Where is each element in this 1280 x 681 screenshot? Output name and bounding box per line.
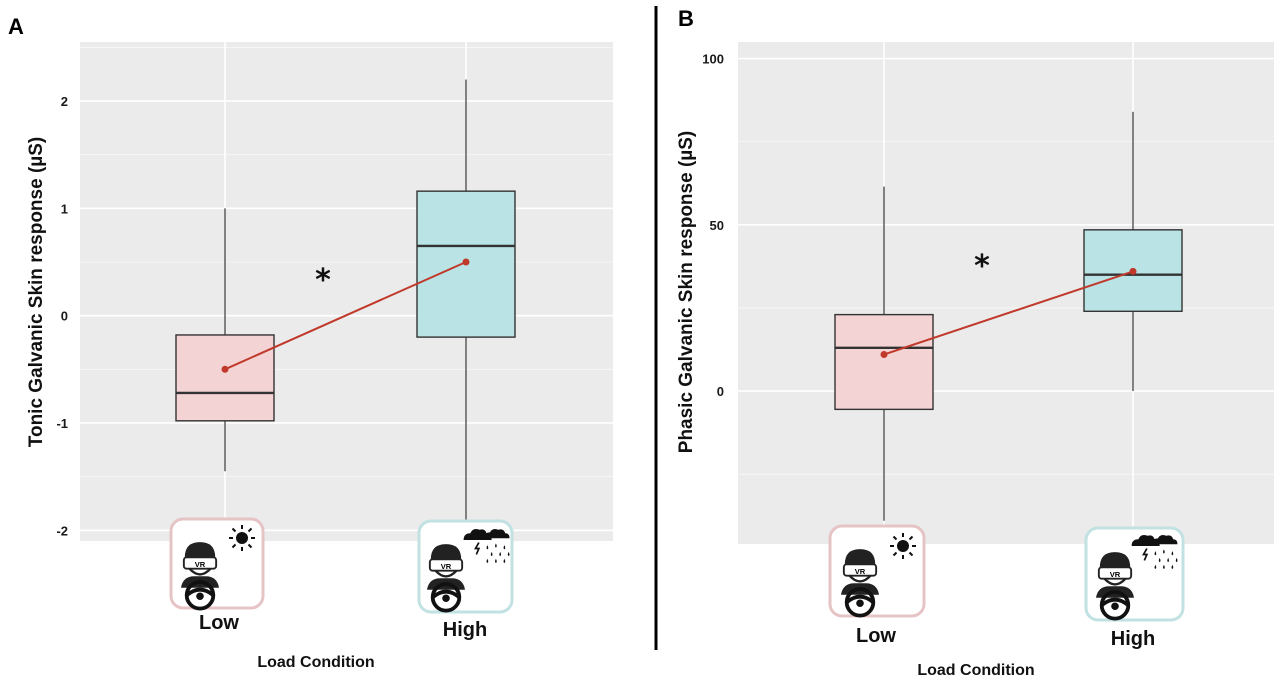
box-low — [175, 208, 275, 472]
sun-icon — [228, 524, 256, 552]
panel-a-plot-area — [80, 42, 613, 541]
y-tick-label: 0 — [717, 384, 724, 399]
panel-b-mean-line — [880, 267, 1137, 359]
y-tick-label: -2 — [56, 523, 68, 538]
interquartile-box — [175, 334, 275, 422]
y-tick-label: 100 — [702, 52, 724, 67]
y-tick-label: 2 — [61, 94, 68, 109]
y-tick-label: 0 — [61, 309, 68, 324]
panel-b-x-axis-label: Load Condition — [917, 662, 1034, 679]
y-tick-label: 50 — [710, 218, 724, 233]
panel-b-plot-area — [738, 42, 1274, 544]
mean-connector-line — [224, 261, 467, 371]
panel-a-mean-line — [221, 258, 470, 373]
panel-a-category-high: High — [443, 619, 487, 641]
y-tick-label: 1 — [61, 201, 68, 216]
panel-b-significance-marker: * — [974, 249, 990, 284]
panel-a: A 2 1 0 -1 -2 * Tonic Galvanic Skin response… — [8, 14, 613, 671]
panel-a-y-ticks: 2 1 0 -1 -2 — [56, 94, 68, 538]
mean-point-low — [221, 365, 229, 373]
sun-icon — [889, 532, 917, 560]
panel-a-category-low: Low — [199, 612, 239, 634]
panel-a-letter: A — [8, 14, 24, 39]
mean-point-low — [880, 351, 888, 359]
low-condition-icon — [828, 524, 926, 618]
panel-b-y-axis-label: Phasic Galvanic Skin response (µS) — [676, 131, 697, 453]
mean-point-high — [1129, 267, 1137, 275]
box-low — [834, 186, 934, 521]
high-condition-icon — [1084, 526, 1185, 622]
panel-b-category-low: Low — [856, 625, 896, 647]
panel-b: B 100 50 0 * Phasic Galvanic Skin response… — [676, 6, 1274, 679]
panel-a-y-axis-label: Tonic Galvanic Skin response (µS) — [26, 137, 47, 447]
mean-point-high — [462, 258, 470, 266]
interquartile-box — [834, 313, 934, 411]
y-tick-label: -1 — [56, 416, 68, 431]
low-condition-icon — [169, 517, 265, 611]
mean-connector-line — [883, 270, 1134, 356]
high-condition-icon — [417, 519, 514, 614]
panel-a-x-axis-label: Load Condition — [257, 654, 374, 671]
panel-b-y-ticks: 100 50 0 — [702, 52, 724, 399]
panel-a-significance-marker: * — [315, 263, 331, 298]
panel-b-category-high: High — [1111, 628, 1155, 650]
panel-b-letter: B — [678, 6, 694, 31]
panel-a-boxes — [175, 79, 516, 520]
